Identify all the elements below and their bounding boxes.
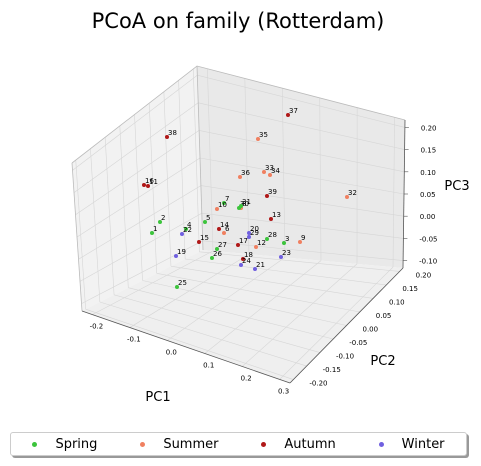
point-label-34: 34 <box>271 167 280 175</box>
x-tick-label-5: 0.3 <box>278 387 289 395</box>
legend-label-spring: Spring <box>55 437 97 452</box>
point-label-25: 25 <box>178 279 187 287</box>
legend-item-autumn: Autumn <box>261 437 335 452</box>
legend-label-summer: Summer <box>163 437 218 452</box>
point-label-24: 24 <box>242 257 251 265</box>
point-label-16: 16 <box>145 177 154 185</box>
legend-item-winter: Winter <box>379 437 445 452</box>
z-tick-label-1: -0.05 <box>419 235 437 243</box>
point-label-23: 23 <box>282 249 291 257</box>
point-label-19: 19 <box>177 248 186 256</box>
y-tick-label-2: -0.10 <box>336 353 354 361</box>
y-axis-label: PC2 <box>370 354 395 369</box>
x-axis-label: PC1 <box>145 390 170 405</box>
y-tick-label-8: 0.20 <box>416 271 432 279</box>
legend-marker-spring <box>32 442 37 447</box>
legend-marker-winter <box>379 442 384 447</box>
point-label-29: 29 <box>250 229 259 237</box>
x-tick-label-3: 0.1 <box>203 361 214 369</box>
y-tick-label-4: 0.00 <box>363 326 379 334</box>
legend-marker-summer <box>140 442 145 447</box>
legend-label-winter: Winter <box>402 437 445 452</box>
z-tick-label-3: 0.05 <box>420 191 436 199</box>
point-label-17: 17 <box>239 237 248 245</box>
legend-item-spring: Spring <box>32 437 97 452</box>
z-tick-label-6: 0.20 <box>421 124 437 132</box>
z-axis-label: PC3 <box>444 179 469 194</box>
z-tick-label-5: 0.15 <box>421 147 437 155</box>
y-tick-label-1: -0.15 <box>323 366 341 374</box>
point-label-39: 39 <box>268 188 277 196</box>
point-label-22: 22 <box>183 226 192 234</box>
point-label-38: 38 <box>168 129 177 137</box>
legend: Spring Summer Autumn Winter <box>10 432 467 456</box>
x-tick-label-4: 0.2 <box>241 374 252 382</box>
x-tick-label-2: 0.0 <box>166 349 177 357</box>
legend-item-summer: Summer <box>140 437 218 452</box>
point-label-26: 26 <box>213 250 222 258</box>
x-tick-label-0: -0.2 <box>90 323 104 331</box>
point-label-2: 2 <box>161 214 165 222</box>
point-label-35: 35 <box>259 131 268 139</box>
point-label-15: 15 <box>200 234 209 242</box>
y-tick-label-7: 0.15 <box>402 285 418 293</box>
y-tick-label-5: 0.05 <box>376 312 392 320</box>
legend-marker-autumn <box>261 442 266 447</box>
y-tick-label-0: -0.20 <box>309 380 327 388</box>
z-tick-label-4: 0.10 <box>420 169 436 177</box>
point-label-14: 14 <box>220 221 229 229</box>
z-tick-label-0: -0.10 <box>419 258 437 266</box>
point-label-36: 36 <box>241 169 250 177</box>
point-label-31: 31 <box>242 198 251 206</box>
chart-title: PCoA on family (Rotterdam) <box>92 9 385 33</box>
point-label-27: 27 <box>218 241 227 249</box>
point-label-13: 13 <box>272 211 281 219</box>
point-label-28: 28 <box>268 231 277 239</box>
y-tick-label-3: -0.05 <box>349 339 367 347</box>
point-label-37: 37 <box>289 107 298 115</box>
z-tick-label-2: 0.00 <box>420 213 436 221</box>
y-tick-label-6: 0.10 <box>389 298 405 306</box>
point-label-5: 5 <box>206 214 210 222</box>
point-label-1: 1 <box>153 225 157 233</box>
point-label-12: 12 <box>257 239 266 247</box>
legend-label-autumn: Autumn <box>284 437 335 452</box>
z-ticks: -0.10 -0.05 0.00 0.05 0.10 0.15 0.20 <box>403 124 437 265</box>
point-label-10: 10 <box>218 201 227 209</box>
point-label-32: 32 <box>348 189 357 197</box>
point-label-21: 21 <box>256 261 265 269</box>
point-label-9: 9 <box>301 234 305 242</box>
point-label-3: 3 <box>285 235 289 243</box>
x-tick-label-1: -0.1 <box>127 336 141 344</box>
